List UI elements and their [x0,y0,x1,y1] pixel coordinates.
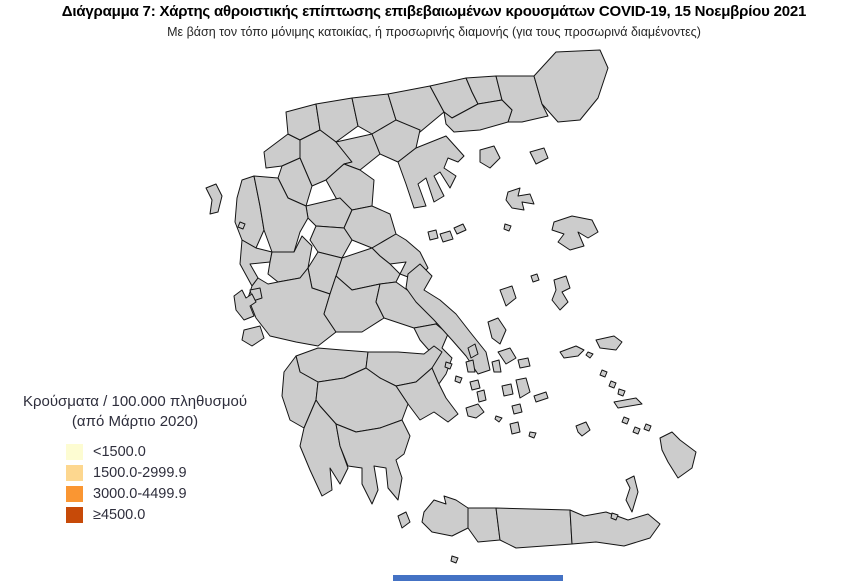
legend-title-line2: (από Μάρτιο 2020) [71,413,199,430]
region-preveza [239,239,273,287]
region-kerkyra [205,183,223,215]
region-limnos [505,187,535,211]
region-rodos [659,431,697,479]
legend-swatch-gte4500 [66,507,83,523]
region-andros [487,317,507,345]
map-legend: Κρούσματα / 100.000 πληθυσμού (από Μάρτι… [0,392,270,526]
region-skyros [499,285,517,307]
legend-title: Κρούσματα / 100.000 πληθυσμού (από Μάρτι… [0,392,270,432]
region-chania [421,495,469,537]
region-tinos [497,347,517,365]
region-ioannina [253,175,309,253]
region-milos [465,403,485,419]
region-serifos [469,379,481,391]
region-lesvos [551,215,599,251]
region-trikala [305,197,353,229]
region-amorgos [533,391,549,403]
region-serres [387,85,445,133]
legend-items: <1500.0 1500.0-2999.9 3000.0-4499.9 ≥450… [0,442,270,525]
legend-swatch-lt1500 [66,444,83,460]
region-karpathos [625,475,639,513]
region-astypalaia [575,421,591,437]
region-kythira [397,511,411,529]
region-ikaria [559,345,585,359]
legend-title-line1: Κρούσματα / 100.000 πληθυσμού [22,393,248,410]
region-kythnos [465,359,476,373]
region-mykonos [517,357,531,369]
region-sporades [427,223,467,243]
region-rethymno [467,507,501,543]
region-chalkidiki [397,135,465,209]
region-samothraki [529,147,549,165]
region-chios [551,275,571,311]
region-syros [491,359,502,373]
region-argolida [395,367,459,423]
region-kefallinia [233,289,257,321]
region-kea [467,343,479,359]
region-evia [405,263,491,375]
region-naxos [515,377,531,399]
region-lakonia [335,419,411,505]
region-santorini [509,421,521,435]
small-islets [237,221,652,564]
legend-label-lt1500: <1500.0 [93,444,146,460]
legend-label-gte4500: ≥4500.0 [93,507,146,523]
region-samos [595,335,623,351]
region-pella [315,97,359,143]
legend-row-3000-4499: 3000.0-4499.9 [66,484,270,504]
region-kavala [443,99,513,133]
legend-swatch-1500-2999 [66,465,83,481]
region-evros [533,49,609,123]
legend-row-lt1500: <1500.0 [66,442,270,462]
region-ios [511,403,523,415]
legend-swatch-3000-4499 [66,486,83,502]
legend-label-1500-2999: 1500.0-2999.9 [93,465,187,481]
region-sifnos [476,389,487,403]
region-karditsa [309,225,353,259]
region-heraklion [495,507,573,549]
legend-row-gte4500: ≥4500.0 [66,505,270,525]
region-paros [501,383,514,397]
region-kos [613,397,643,409]
footer-accent-bar [393,575,563,581]
region-thasos [479,145,501,169]
region-zakynthos [241,325,265,347]
legend-label-3000-4499: 3000.0-4499.9 [93,486,187,502]
legend-row-1500-2999: 1500.0-2999.9 [66,463,270,483]
region-lasithi [569,509,661,547]
page-subtitle: Με βάση τον τόπο μόνιμης κατοικίας, ή πρ… [167,25,701,39]
page-title: Διάγραμμα 7: Χάρτης αθροιστικής επίπτωση… [61,3,807,20]
